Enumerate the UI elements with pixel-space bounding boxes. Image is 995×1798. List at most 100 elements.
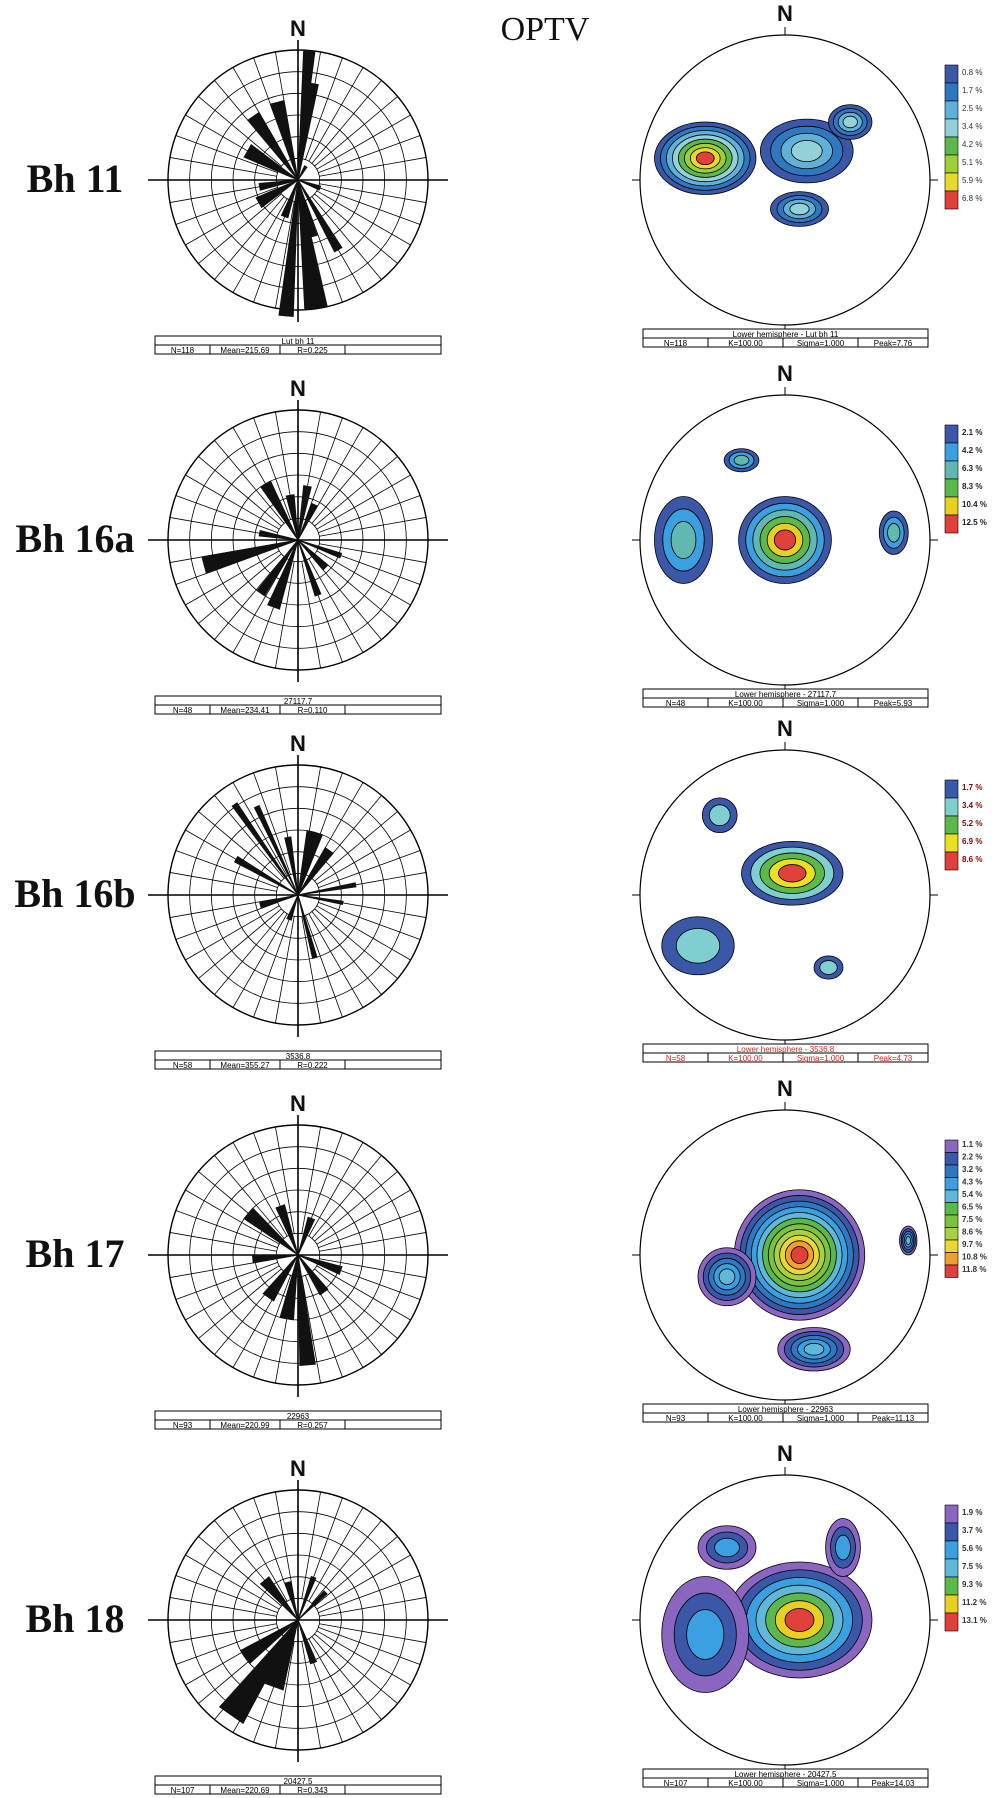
- rose-grid-spoke: [308, 1142, 364, 1237]
- rose-grid-spoke: [319, 1232, 427, 1252]
- rose-grid-spoke: [185, 1554, 280, 1610]
- density-contour: [790, 1246, 809, 1264]
- contour-group: [654, 448, 909, 584]
- rose-stat: R=0.257: [297, 1421, 328, 1430]
- rose-petal: [259, 480, 299, 541]
- rose-petal: [279, 1254, 299, 1321]
- rose-stat: Mean=220.99: [220, 1421, 270, 1430]
- legend-label: 11.8 %: [962, 1265, 986, 1274]
- rose-grid-spoke: [198, 908, 282, 979]
- rose-stat: N=48: [173, 706, 193, 715]
- stereonet-stat: K=100.00: [728, 1779, 763, 1788]
- rose-stat: R=0.343: [297, 1786, 328, 1795]
- legend-label: 8.3 %: [962, 482, 982, 491]
- rose-grid-spoke: [305, 57, 343, 160]
- rose-grid-spoke: [316, 114, 411, 170]
- contour-group: [654, 104, 873, 227]
- stereonet: N 1.9 % 3.7 % 5.6 % 7.5 % 9.3 % 11.2 % 13.1 % Lo…: [632, 1441, 987, 1788]
- legend-swatch: [944, 100, 959, 120]
- rose-grid-spoke: [169, 183, 277, 203]
- stereonet-stat: K=100.00: [728, 1054, 763, 1063]
- rose-stats-box: [154, 1059, 442, 1070]
- rose-grid-spoke: [214, 911, 285, 995]
- rose-grid-spoke: [198, 553, 282, 624]
- rose-grid-spoke: [253, 1275, 291, 1378]
- rose-grid-spoke: [318, 1210, 421, 1248]
- rose-grid-spoke: [169, 157, 277, 177]
- legend-label: 8.6 %: [962, 855, 982, 864]
- rose-petal: [247, 111, 299, 181]
- rose-grid-spoke: [314, 456, 398, 527]
- rose-grid-spoke: [232, 198, 288, 293]
- rose-petal: [251, 1254, 299, 1264]
- legend-swatch: [944, 1576, 959, 1596]
- panel-bh-16a: Bh 16a N 27117.7 N=48 Mean=234.41 R=0.110 N 2.1…: [16, 361, 987, 715]
- rose-grid-spoke: [175, 1210, 278, 1248]
- legend-label: 8.6 %: [962, 1227, 982, 1236]
- rose-grid-spoke: [169, 1623, 277, 1643]
- rose-grid-spoke: [275, 201, 295, 309]
- rose-petal: [269, 99, 299, 181]
- rose-petal: [297, 1575, 317, 1621]
- legend-label: 5.9 %: [962, 176, 982, 185]
- rose-grid-spoke: [175, 187, 278, 225]
- legend-label: 1.1 %: [962, 1140, 982, 1149]
- stereonet-stat: Sigma=1.000: [797, 1779, 845, 1788]
- rose-petal: [201, 539, 299, 575]
- north-label: N: [777, 1076, 793, 1101]
- stereonet-stat: N=107: [664, 1779, 688, 1788]
- stereonet-caption: Lower hemisphere - 27117.7: [735, 690, 837, 699]
- rose-petal: [278, 179, 299, 317]
- legend-label: 10.8 %: [962, 1252, 987, 1261]
- rose-grid-spoke: [319, 517, 427, 537]
- rose-grid-spoke: [319, 1597, 427, 1617]
- rose-diagram: N 3536.8 N=58 Mean=355.27 R=0.222: [148, 731, 448, 1070]
- stereonet-stat: Peak=5.93: [874, 699, 913, 708]
- rose-grid-spoke: [318, 1575, 421, 1613]
- rose-petal: [259, 1576, 299, 1621]
- rose-grid-spoke: [185, 1265, 280, 1321]
- legend-label: 5.4 %: [962, 1190, 982, 1199]
- rose-grid-spoke: [314, 1268, 398, 1339]
- north-label: N: [290, 376, 306, 401]
- legend-swatch: [944, 1227, 959, 1241]
- rose-petal: [253, 804, 299, 896]
- north-label: N: [777, 1441, 793, 1466]
- legend-swatch: [944, 478, 959, 498]
- rose-petal: [255, 179, 299, 209]
- rose-stats-box: [154, 1419, 442, 1430]
- rose-grid-spoke: [169, 872, 277, 892]
- rose-grid-spoke: [198, 96, 282, 167]
- rose-petal: [297, 539, 343, 559]
- stereonet-caption: Lower hemisphere - 20427.5: [735, 1770, 837, 1779]
- north-label: N: [777, 361, 793, 386]
- rose-grid-spoke: [318, 495, 421, 533]
- north-label: N: [777, 716, 793, 741]
- rose-grid-spoke: [316, 474, 411, 530]
- rose-grid-spoke: [214, 556, 285, 640]
- panel-bh-18: Bh 18 N 20427.5 N=107 Mean=220.69 R=0.343 N 1.9…: [26, 1441, 987, 1795]
- borehole-label: Bh 16a: [16, 516, 135, 561]
- rose-grid-spoke: [232, 1142, 288, 1237]
- rose-grid-spoke: [301, 1491, 321, 1599]
- rose-grid-spoke: [311, 1636, 382, 1720]
- rose-caption: 22963: [287, 1412, 310, 1421]
- density-contour: [835, 1534, 851, 1561]
- legend-swatch: [944, 154, 959, 174]
- rose-grid-spoke: [232, 913, 288, 1008]
- legend-label: 12.5 %: [962, 518, 987, 527]
- rose-grid-spoke: [169, 898, 277, 918]
- stereonet-stat: Sigma=1.000: [797, 1414, 845, 1423]
- stereonet-stat: Peak=14.03: [872, 1779, 915, 1788]
- rose-petal: [297, 179, 322, 191]
- legend-label: 9.3 %: [962, 1580, 982, 1589]
- rose-grid-spoke: [311, 196, 382, 280]
- rose-petal: [285, 494, 299, 541]
- rose-petal: [284, 1581, 299, 1621]
- legend-label: 5.2 %: [962, 819, 982, 828]
- legend-swatch: [944, 136, 959, 156]
- density-contour: [695, 151, 715, 166]
- rose-stat: Mean=215.69: [220, 346, 270, 355]
- density-contour: [819, 960, 838, 975]
- legend-swatch: [944, 815, 959, 835]
